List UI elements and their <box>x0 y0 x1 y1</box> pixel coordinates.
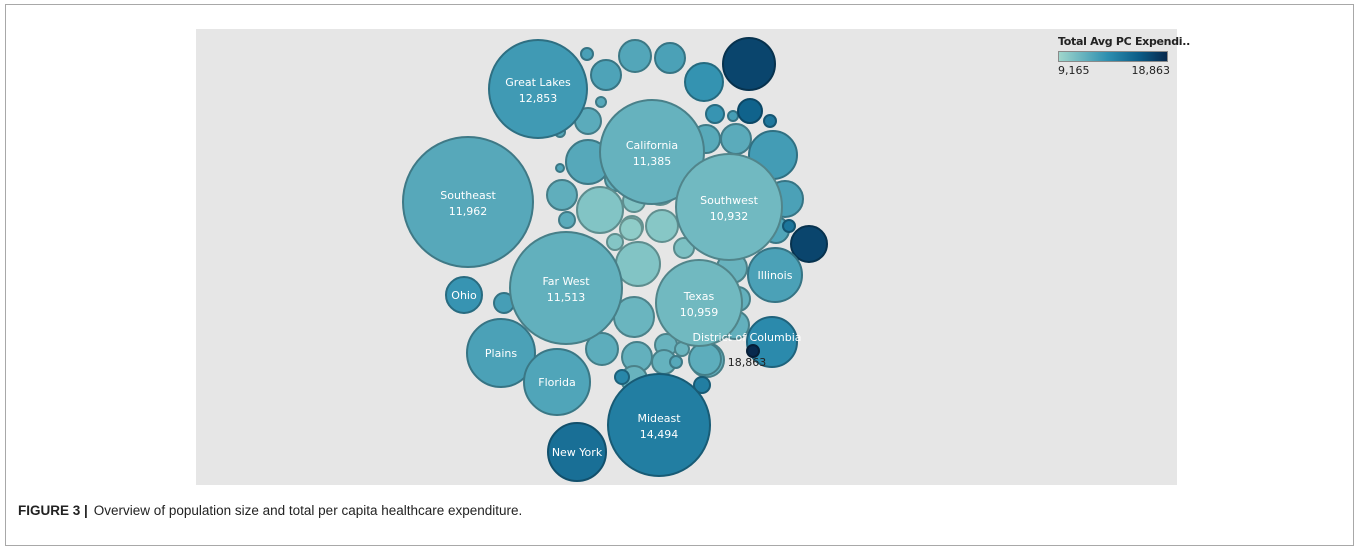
bubble-value-great-lakes: 12,853 <box>519 92 558 105</box>
bubble-plains <box>466 318 536 388</box>
color-legend: Total Avg PC Expendi.. 9,165 18,863 <box>1058 35 1191 77</box>
unlabeled-bubble <box>746 316 798 368</box>
unlabeled-bubble <box>615 241 661 287</box>
unlabeled-bubble <box>654 42 686 74</box>
bubble-texas <box>655 259 743 347</box>
unlabeled-bubble <box>722 37 776 91</box>
unlabeled-bubble <box>614 369 630 385</box>
unlabeled-bubble <box>595 96 607 108</box>
bubble-chart-svg: Great Lakes 12,853 California 11,385 Southea… <box>402 37 828 482</box>
bubble-illinois <box>747 247 803 303</box>
unlabeled-bubble <box>790 225 828 263</box>
bubble-ohio <box>445 276 483 314</box>
bubble-label-new-york: New York <box>552 446 603 459</box>
unlabeled-bubble <box>555 163 565 173</box>
unlabeled-bubble <box>705 104 725 124</box>
bubble-label-mideast: Mideast <box>637 412 681 425</box>
caption-text: Overview of population size and total pe… <box>93 503 523 518</box>
legend-min-label: 9,165 <box>1058 64 1090 77</box>
bubble-label-district-of-columbia: District of Columbia <box>692 331 801 344</box>
unlabeled-bubble <box>618 39 652 73</box>
bubble-label-great-lakes: Great Lakes <box>505 76 571 89</box>
legend-gradient-bar <box>1058 51 1168 62</box>
bubble-value-far-west: 11,513 <box>547 291 586 304</box>
bubble-value-district-of-columbia: 18,863 <box>728 356 767 369</box>
bubble-far-west <box>509 231 623 345</box>
unlabeled-bubble <box>558 211 576 229</box>
unlabeled-bubble <box>693 376 711 394</box>
bubble-california <box>599 99 705 205</box>
bubble-value-mideast: 14,494 <box>640 428 679 441</box>
bubble-label-southwest: Southwest <box>700 194 758 207</box>
bubble-label-southeast: Southeast <box>440 189 496 202</box>
bubble-chart-area: Great Lakes 12,853 California 11,385 Southea… <box>196 29 1191 485</box>
unlabeled-bubble <box>737 98 763 124</box>
bubble-district-of-columbia <box>746 344 760 358</box>
bubble-label-ohio: Ohio <box>451 289 477 302</box>
unlabeled-bubble <box>606 233 624 251</box>
legend-ticks: 9,165 18,863 <box>1058 64 1170 77</box>
unlabeled-bubble <box>727 110 739 122</box>
unlabeled-bubble <box>720 123 752 155</box>
bubble-value-southwest: 10,932 <box>710 210 749 223</box>
figure-caption: FIGURE 3 | Overview of population size an… <box>18 503 522 518</box>
bubble-great-lakes <box>488 39 588 139</box>
bubble-value-texas: 10,959 <box>680 306 719 319</box>
bubble-new-york <box>547 422 607 482</box>
unlabeled-bubble <box>590 59 622 91</box>
unlabeled-bubble <box>619 217 643 241</box>
bubble-label-illinois: Illinois <box>758 269 793 282</box>
unlabeled-bubble <box>645 209 679 243</box>
unlabeled-bubble <box>546 179 578 211</box>
unlabeled-bubble <box>782 219 796 233</box>
unlabeled-bubble <box>669 355 683 369</box>
bubble-label-florida: Florida <box>538 376 575 389</box>
bubble-label-california: California <box>626 139 678 152</box>
bubble-label-texas: Texas <box>683 290 715 303</box>
unlabeled-bubble <box>585 332 619 366</box>
caption-label: FIGURE 3 | <box>18 503 88 518</box>
unlabeled-bubble <box>684 62 724 102</box>
bubble-mideast <box>607 373 711 477</box>
bubble-value-southeast: 11,962 <box>449 205 488 218</box>
bubble-southeast <box>402 136 534 268</box>
unlabeled-bubble <box>580 47 594 61</box>
bubble-florida <box>523 348 591 416</box>
unlabeled-bubble <box>763 114 777 128</box>
bubble-southwest <box>675 153 783 261</box>
figure-frame: Great Lakes 12,853 California 11,385 Southea… <box>5 4 1354 546</box>
bubble-value-california: 11,385 <box>633 155 672 168</box>
bubble-label-plains: Plains <box>485 347 517 360</box>
bubble-label-far-west: Far West <box>542 275 590 288</box>
unlabeled-bubble <box>688 342 722 376</box>
unlabeled-bubble <box>576 186 624 234</box>
legend-title: Total Avg PC Expendi.. <box>1058 35 1191 48</box>
legend-max-label: 18,863 <box>1131 64 1171 77</box>
